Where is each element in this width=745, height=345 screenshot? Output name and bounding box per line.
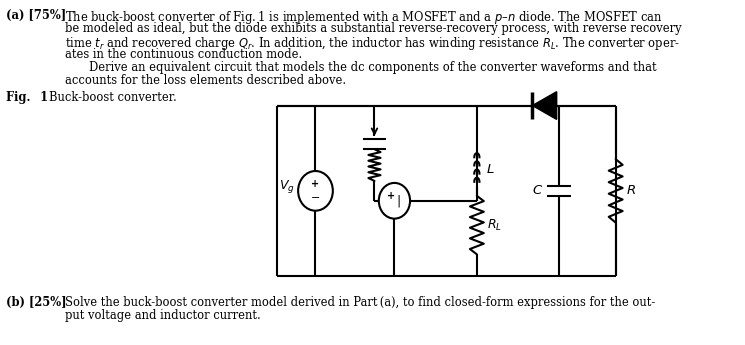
Text: ates in the continuous conduction mode.: ates in the continuous conduction mode. [65,48,302,61]
Text: $R$: $R$ [626,184,636,197]
Text: Fig.  1: Fig. 1 [6,91,48,103]
Text: $V_g$: $V_g$ [279,178,295,195]
Text: (a) [75%]: (a) [75%] [6,9,66,22]
Text: time $t_r$ and recovered charge $Q_r$. In addition, the inductor has winding res: time $t_r$ and recovered charge $Q_r$. I… [65,35,679,52]
Text: $C$: $C$ [533,184,544,197]
Text: put voltage and inductor current.: put voltage and inductor current. [65,309,261,322]
Text: Buck-boost converter.: Buck-boost converter. [49,91,177,103]
Text: The buck-boost converter of Fig. 1 is implemented with a MOSFET and a $p$–$n$ di: The buck-boost converter of Fig. 1 is im… [65,9,662,26]
Polygon shape [533,92,557,119]
Text: +: + [387,191,395,201]
Text: (b) [25%]: (b) [25%] [6,296,66,309]
Text: $R_L$: $R_L$ [487,218,502,233]
Text: −: − [311,193,320,203]
Text: Solve the buck-boost converter model derived in Part (a), to find closed-form ex: Solve the buck-boost converter model der… [65,296,655,309]
Text: $L$: $L$ [486,163,494,176]
Text: |: | [396,194,401,207]
Text: be modeled as ideal, but the diode exhibits a substantial reverse-recovery proce: be modeled as ideal, but the diode exhib… [65,22,682,35]
Text: +: + [311,179,320,189]
Text: accounts for the loss elements described above.: accounts for the loss elements described… [65,74,346,87]
Text: Derive an equivalent circuit that models the dc components of the converter wave: Derive an equivalent circuit that models… [89,61,656,74]
